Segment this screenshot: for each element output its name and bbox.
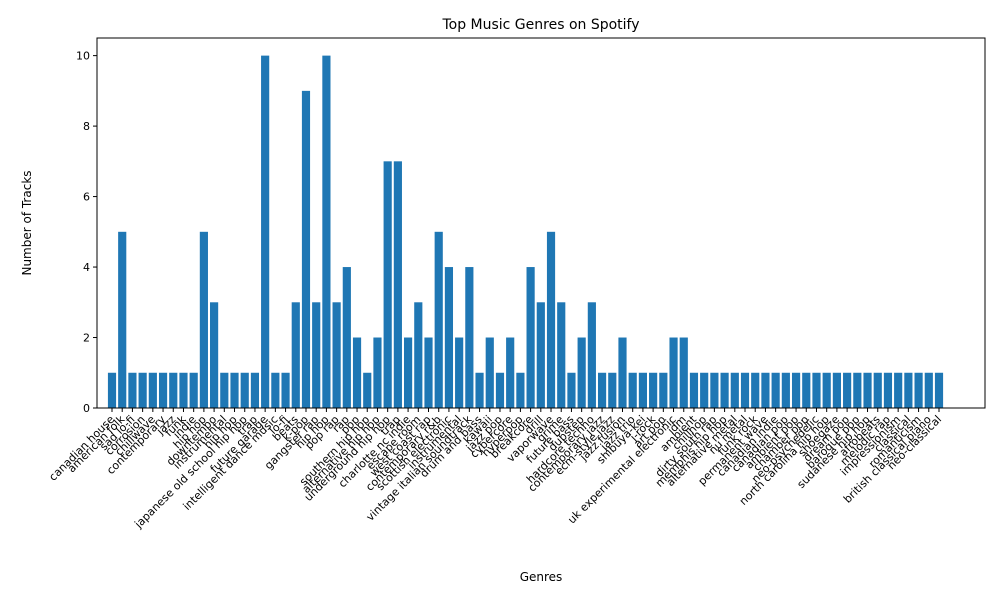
bar-66: [781, 372, 790, 408]
bar-33: [444, 267, 454, 408]
bar-12: [230, 372, 239, 408]
bar-50: [618, 337, 627, 408]
y-tick-label-1: 2: [83, 332, 90, 345]
bar-81: [934, 372, 944, 408]
bar-19: [301, 90, 311, 409]
bar-43: [546, 231, 556, 408]
bar-51: [628, 372, 637, 408]
bar-40: [516, 372, 525, 408]
bar-41: [526, 267, 535, 408]
y-tick-label-2: 4: [83, 261, 90, 274]
y-axis-label: Number of Tracks: [20, 170, 34, 275]
bar-27: [383, 161, 392, 408]
bar-26: [373, 337, 382, 408]
bar-71: [832, 372, 841, 408]
bar-74: [863, 372, 872, 408]
y-tick-label-0: 0: [83, 402, 90, 415]
bar-31: [424, 337, 433, 408]
bar-16: [271, 372, 280, 408]
bar-32: [434, 231, 443, 408]
bar-22: [332, 302, 341, 408]
bars-group: [107, 55, 944, 409]
bar-36: [475, 372, 484, 408]
bar-17: [281, 372, 290, 408]
bar-29: [404, 337, 413, 408]
bar-9: [199, 231, 208, 408]
bar-39: [506, 337, 515, 408]
bar-59: [710, 372, 719, 408]
bar-76: [883, 372, 893, 408]
chart-title: Top Music Genres on Spotify: [441, 17, 639, 33]
bar-44: [557, 302, 566, 408]
bar-13: [240, 372, 249, 408]
bar-68: [802, 372, 811, 408]
bar-38: [495, 372, 505, 408]
y-tick-label-3: 6: [83, 191, 90, 204]
bar-62: [740, 372, 750, 408]
bar-52: [638, 372, 647, 408]
bar-1: [118, 231, 127, 408]
bar-24: [352, 337, 362, 408]
bar-20: [312, 302, 321, 408]
bar-21: [322, 55, 331, 409]
bar-56: [679, 337, 688, 408]
bar-45: [567, 372, 576, 408]
bar-63: [751, 372, 760, 408]
bar-55: [669, 337, 678, 408]
bar-69: [812, 372, 821, 408]
bar-72: [843, 372, 852, 408]
bar-0: [107, 372, 117, 408]
bar-73: [853, 372, 862, 408]
bar-7: [179, 372, 188, 408]
bar-35: [465, 267, 474, 408]
bar-60: [720, 372, 729, 408]
bar-49: [608, 372, 617, 408]
bar-10: [210, 302, 219, 408]
bar-61: [730, 372, 739, 408]
bar-65: [771, 372, 780, 408]
bar-67: [791, 372, 801, 408]
bar-18: [291, 302, 300, 408]
y-tick-label-5: 10: [76, 50, 90, 63]
bar-3: [138, 372, 147, 408]
bar-48: [597, 372, 607, 408]
bar-57: [689, 372, 699, 408]
bar-46: [577, 337, 586, 408]
bar-37: [485, 337, 494, 408]
bar-58: [700, 372, 709, 408]
y-axis-ticks: 0 2 4 6 8 10: [76, 50, 97, 415]
bar-70: [822, 372, 831, 408]
y-tick-label-4: 8: [83, 120, 90, 133]
x-axis-label: Genres: [520, 570, 563, 584]
bar-15: [261, 55, 270, 409]
bar-47: [587, 302, 596, 408]
bar-8: [189, 372, 198, 408]
bar-53: [649, 372, 658, 408]
bar-64: [761, 372, 770, 408]
bar-4: [148, 372, 157, 408]
bar-14: [250, 372, 260, 408]
bar-34: [455, 337, 464, 408]
bar-80: [924, 372, 933, 408]
bar-30: [414, 302, 423, 408]
bar-78: [904, 372, 913, 408]
bar-54: [659, 372, 668, 408]
bar-23: [342, 267, 351, 408]
bar-11: [220, 372, 229, 408]
bar-77: [894, 372, 903, 408]
bar-5: [158, 372, 168, 408]
bar-6: [169, 372, 178, 408]
bar-79: [914, 372, 923, 408]
bar-28: [393, 161, 402, 408]
bar-42: [536, 302, 545, 408]
bar-75: [873, 372, 882, 408]
plot-frame: [96, 37, 986, 409]
bar-2: [128, 372, 137, 408]
bar-25: [363, 372, 372, 408]
